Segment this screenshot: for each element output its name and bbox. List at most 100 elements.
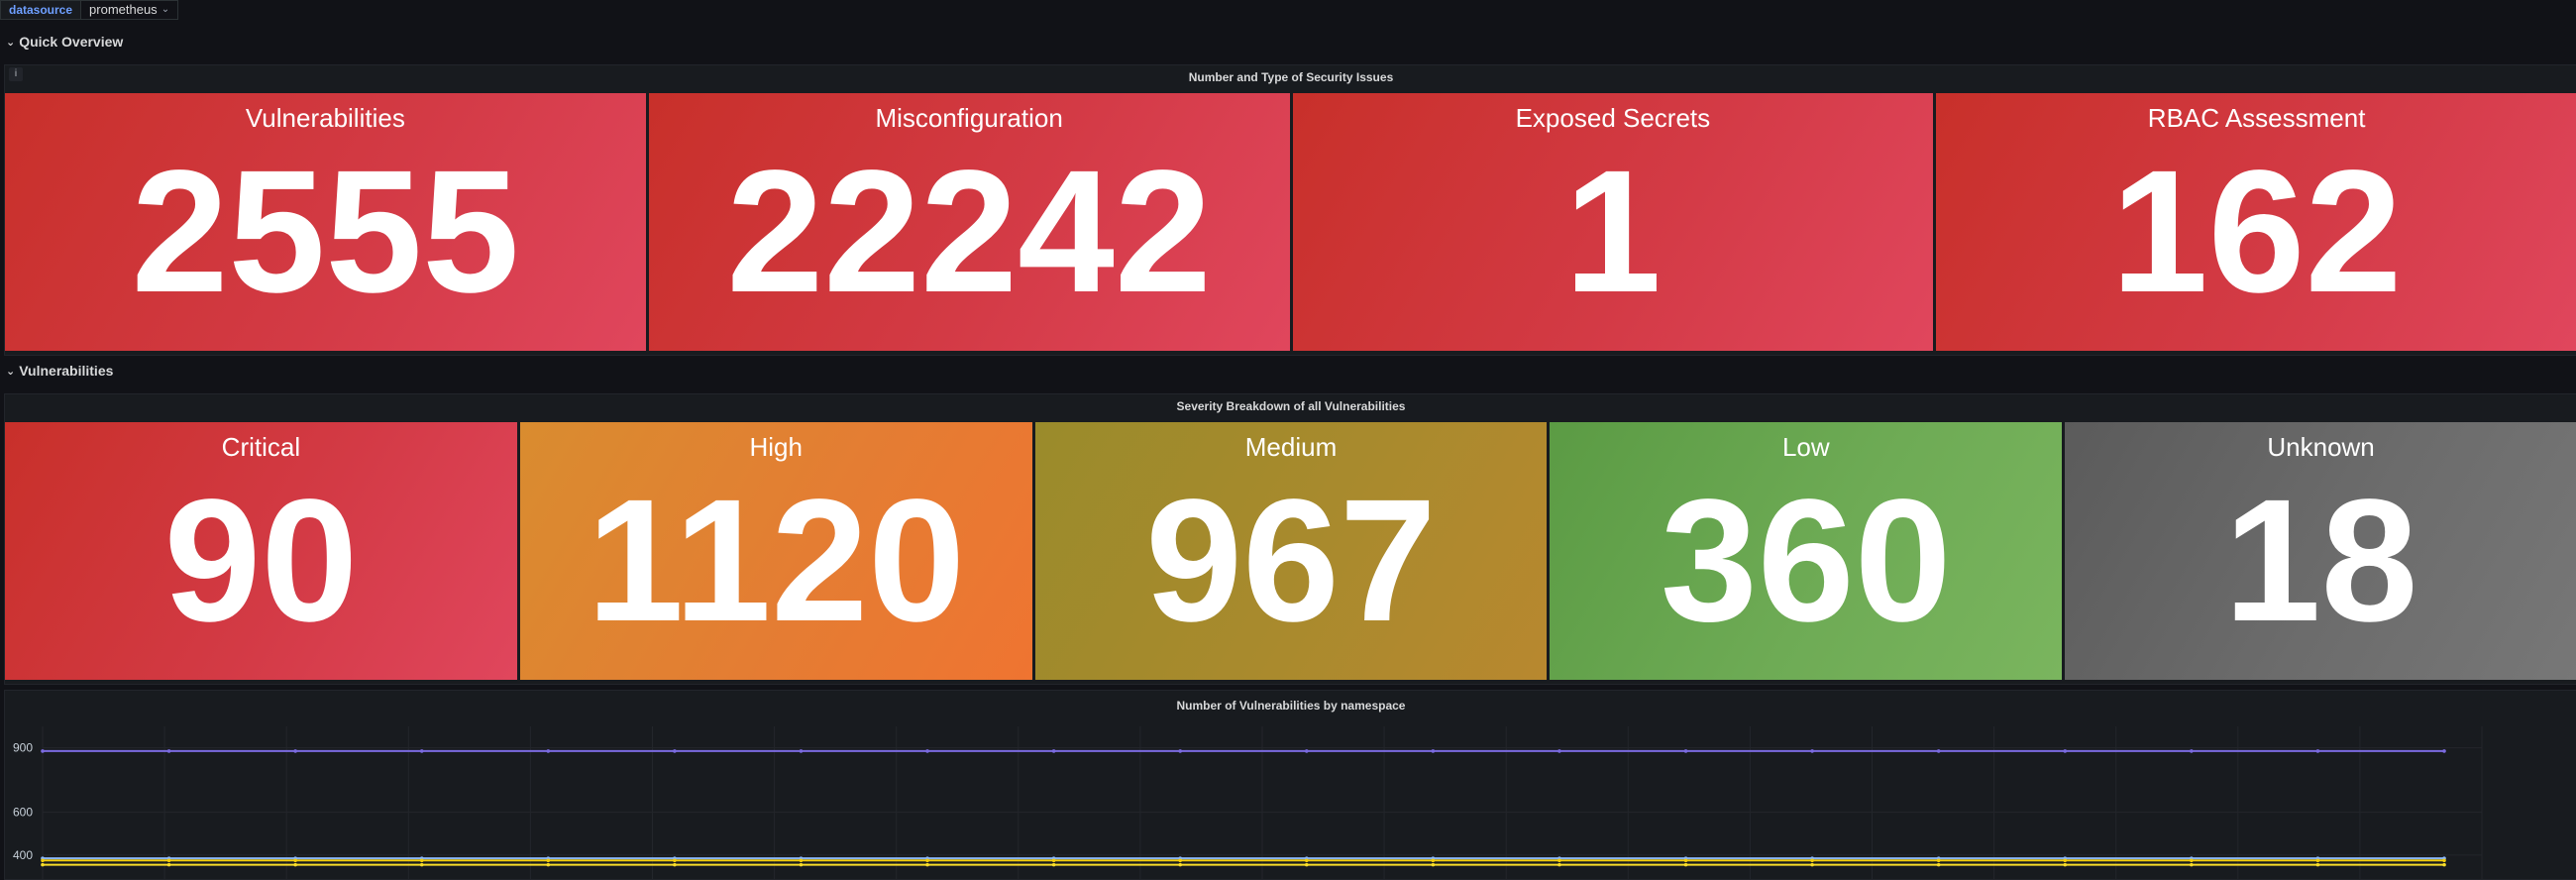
datasource-label: datasource (0, 0, 82, 20)
series-point (2315, 749, 2320, 753)
series-point (1683, 858, 1688, 863)
series-point (1683, 862, 1688, 867)
series-point (1304, 858, 1309, 863)
series-point (166, 862, 171, 867)
severity-breakdown-panel: Severity Breakdown of all Vulnerabilitie… (4, 393, 2576, 685)
stat-unknown[interactable]: Unknown 18 (2065, 422, 2576, 680)
timeseries-chart[interactable]: 900600400200 (5, 691, 2576, 879)
series-point (419, 749, 424, 753)
series-point (2442, 858, 2446, 863)
series-point (1810, 749, 1814, 753)
series-point (1304, 862, 1309, 867)
stat-value: 90 (163, 464, 359, 658)
stat-rbac-assessment[interactable]: RBAC Assessment 162 (1936, 93, 2576, 351)
series-point (1810, 858, 1814, 863)
series-point (293, 858, 297, 863)
stat-label: Exposed Secrets (1515, 103, 1711, 133)
series-point (1557, 858, 1561, 863)
info-icon[interactable]: i (9, 67, 23, 81)
datasource-value: prometheus (89, 2, 158, 17)
stat-value: 18 (2223, 464, 2418, 658)
series-point (1431, 858, 1436, 863)
panel-title: Severity Breakdown of all Vulnerabilitie… (1176, 399, 1406, 413)
vulns-by-namespace-panel: Number of Vulnerabilities by namespace 9… (4, 690, 2576, 880)
series-point (799, 749, 804, 753)
stat-label: Low (1781, 432, 1830, 462)
series-point (1178, 858, 1183, 863)
series-point (2190, 858, 2194, 863)
stat-medium[interactable]: Medium 967 (1034, 422, 1548, 680)
series-point (2063, 862, 2068, 867)
series-point (673, 858, 677, 863)
series-point (293, 862, 297, 867)
security-issues-panel: i Number and Type of Security Issues Vul… (4, 64, 2576, 356)
series-point (546, 749, 551, 753)
series-point (419, 858, 424, 863)
row-title: Quick Overview (19, 34, 124, 50)
stat-value: 1120 (587, 464, 966, 658)
series-point (41, 862, 45, 867)
series-point (1051, 862, 1056, 867)
stat-row: Critical 90 High 1120 Medium 967 Low 360… (5, 422, 2576, 680)
stat-label: Critical (221, 432, 301, 462)
chevron-down-icon: ⌄ (6, 36, 16, 49)
series-point (1304, 749, 1309, 753)
stat-row: Vulnerabilities 2555 Misconfiguration 22… (5, 93, 2576, 351)
row-vulnerabilities[interactable]: ⌄ Vulnerabilities (6, 363, 113, 379)
stat-label: Misconfiguration (875, 103, 1063, 133)
stat-value: 162 (2110, 135, 2403, 329)
series-point (1557, 862, 1561, 867)
series-point (925, 858, 929, 863)
series-point (1936, 858, 1941, 863)
datasource-select[interactable]: prometheus ⌄ (81, 0, 179, 20)
panel-title: Number and Type of Security Issues (1188, 70, 1394, 84)
stat-vulnerabilities[interactable]: Vulnerabilities 2555 (5, 93, 646, 351)
variables-bar: datasource prometheus ⌄ (0, 0, 179, 20)
stat-value: 2555 (131, 135, 520, 329)
series-point (1431, 862, 1436, 867)
row-title: Vulnerabilities (19, 363, 114, 379)
stat-value: 967 (1145, 464, 1437, 658)
series-point (2315, 858, 2320, 863)
series-point (1178, 862, 1183, 867)
series-point (2063, 858, 2068, 863)
series-point (546, 862, 551, 867)
series-point (1178, 749, 1183, 753)
series-point (293, 749, 297, 753)
series-point (1051, 749, 1056, 753)
stat-high[interactable]: High 1120 (519, 422, 1032, 680)
series-point (1810, 862, 1814, 867)
stat-label: Unknown (2267, 432, 2375, 462)
series-point (1557, 749, 1561, 753)
series-point (925, 862, 929, 867)
stat-critical[interactable]: Critical 90 (5, 422, 517, 680)
stat-label: RBAC Assessment (2147, 103, 2366, 133)
stat-value: 1 (1563, 135, 1662, 329)
stat-misconfiguration[interactable]: Misconfiguration 22242 (648, 93, 1290, 351)
series-point (41, 749, 45, 753)
y-tick-label: 600 (13, 806, 33, 820)
series-point (1051, 858, 1056, 863)
series-point (673, 749, 677, 753)
series-point (673, 862, 677, 867)
series-point (546, 858, 551, 863)
series-point (2190, 862, 2194, 867)
series-point (1683, 749, 1688, 753)
stat-value: 360 (1660, 464, 1952, 658)
y-tick-label: 900 (13, 741, 33, 755)
stat-low[interactable]: Low 360 (1550, 422, 2063, 680)
chevron-down-icon: ⌄ (6, 365, 16, 378)
series-point (41, 858, 45, 863)
series-point (799, 858, 804, 863)
series-point (166, 749, 171, 753)
stat-label: Medium (1244, 432, 1338, 462)
stat-label: High (749, 432, 803, 462)
series-point (419, 862, 424, 867)
series-point (1431, 749, 1436, 753)
series-point (2190, 749, 2194, 753)
row-quick-overview[interactable]: ⌄ Quick Overview (6, 34, 123, 50)
series-point (1936, 749, 1941, 753)
stat-exposed-secrets[interactable]: Exposed Secrets 1 (1292, 93, 1934, 351)
y-tick-label: 400 (13, 848, 33, 862)
series-point (166, 858, 171, 863)
